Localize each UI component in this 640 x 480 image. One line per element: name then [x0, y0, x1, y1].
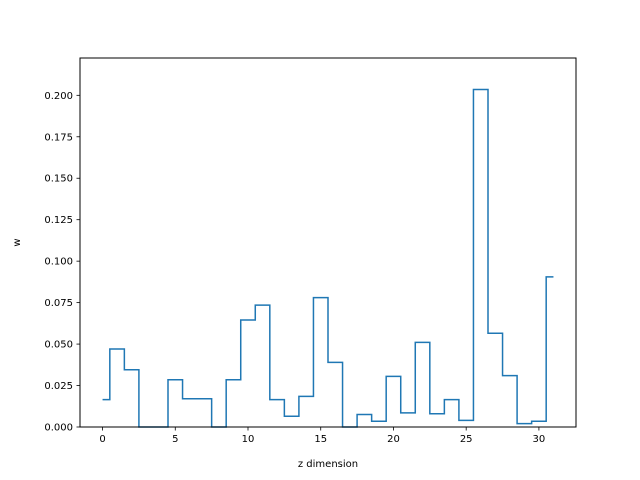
- y-tick-label: 0.125: [44, 215, 73, 226]
- y-tick-label: 0.150: [44, 174, 73, 185]
- x-tick-label: 20: [387, 434, 400, 445]
- y-tick-label: 0.050: [44, 340, 73, 351]
- y-tick-label: 0.200: [44, 91, 73, 102]
- x-tick-label: 5: [172, 434, 178, 445]
- x-tick-label: 15: [314, 434, 327, 445]
- series-layer: [102, 88, 554, 428]
- x-tick-label: 25: [460, 434, 473, 445]
- x-tick-label: 0: [99, 434, 105, 445]
- y-axis-label: w: [12, 238, 23, 246]
- y-tick-label: 0.025: [44, 381, 73, 392]
- y-tick-label: 0.075: [44, 298, 73, 309]
- y-tick-label: 0.000: [44, 423, 73, 434]
- y-tick-label: 0.100: [44, 257, 73, 268]
- y-tick-label: 0.175: [44, 132, 73, 143]
- y-ticks: 0.000 0.025 0.050 0.075 0.100 0.125 0.150 0.175…: [44, 91, 80, 434]
- x-tick-label: 10: [242, 434, 255, 445]
- x-axis-label: z dimension: [298, 459, 358, 470]
- x-ticks: 0 5 10 15 20 25 30: [99, 427, 545, 445]
- axes-frame: [79, 57, 577, 428]
- plot-area: [80, 58, 576, 427]
- x-tick-label: 30: [533, 434, 546, 445]
- series-line-0: [102, 88, 554, 428]
